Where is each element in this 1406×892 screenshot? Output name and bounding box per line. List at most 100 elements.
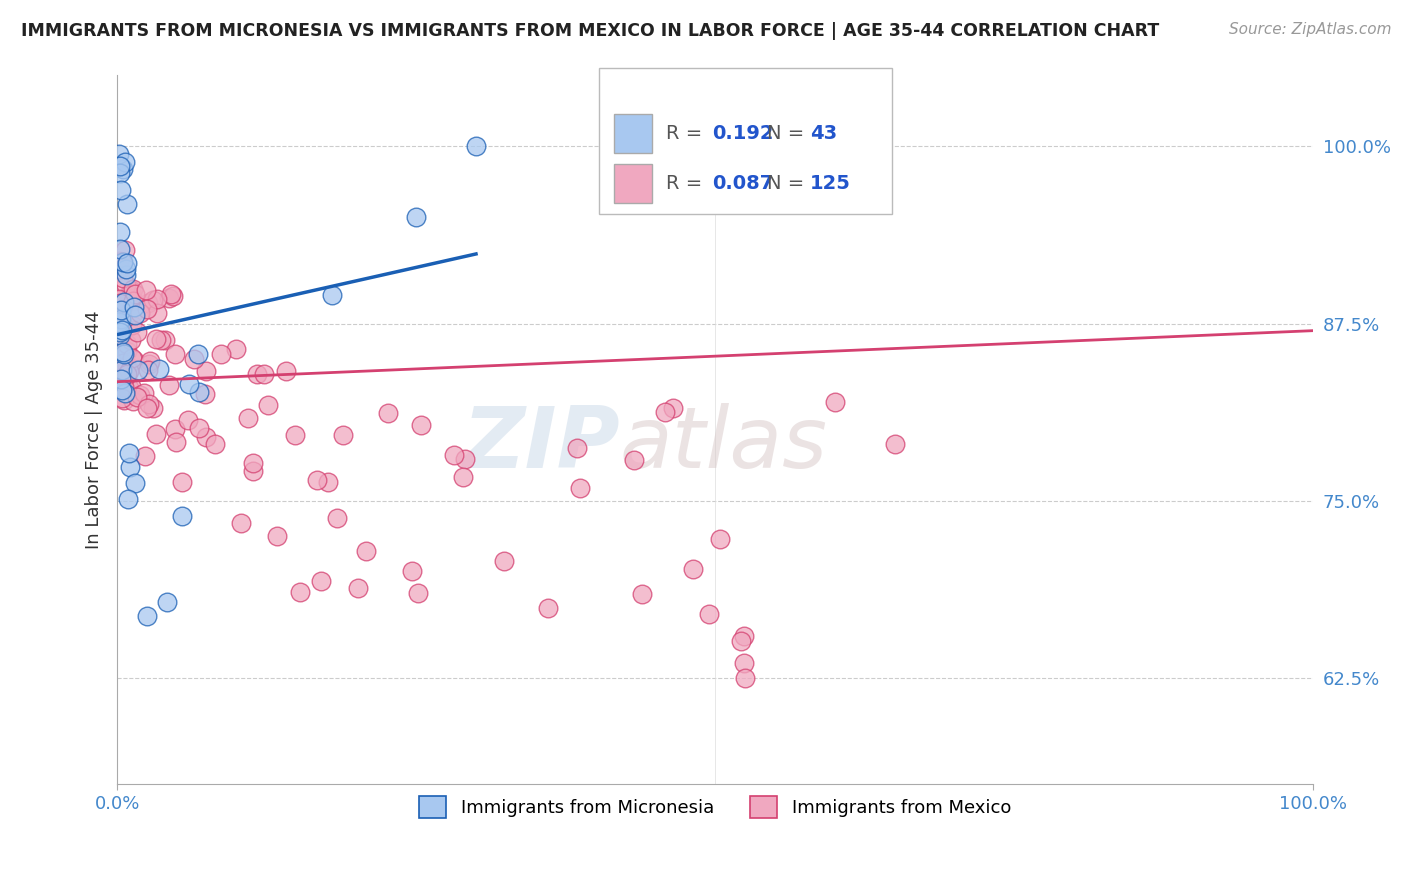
Point: [409, 418, 432, 433]
Point: [110, 316, 132, 330]
Point: [118, 446, 141, 460]
Text: IMMIGRANTS FROM MICRONESIA VS IMMIGRANTS FROM MEXICO IN LABOR FORCE | AGE 35-44 : IMMIGRANTS FROM MICRONESIA VS IMMIGRANTS…: [21, 22, 1160, 40]
Point: [157, 291, 180, 305]
Point: [111, 356, 134, 370]
Point: [117, 367, 139, 381]
Text: R =: R =: [666, 124, 709, 144]
Point: [160, 286, 183, 301]
Point: [187, 384, 209, 399]
Point: [194, 387, 217, 401]
Point: [108, 226, 131, 240]
Point: [209, 347, 232, 361]
Point: [697, 607, 720, 622]
Point: [117, 256, 139, 270]
Point: [114, 385, 136, 400]
Point: [110, 372, 132, 386]
Point: [492, 554, 515, 568]
Point: [135, 401, 157, 416]
Point: [453, 451, 475, 466]
Point: [108, 292, 131, 306]
Point: [114, 278, 136, 293]
Point: [111, 344, 134, 359]
Point: [118, 459, 141, 474]
Point: [229, 516, 252, 531]
Point: [108, 296, 131, 310]
Point: [111, 383, 134, 397]
Point: [127, 363, 149, 377]
Point: [139, 354, 162, 368]
Point: [170, 508, 193, 523]
Point: [136, 363, 159, 377]
Point: [115, 196, 138, 211]
Point: [108, 254, 131, 268]
Point: [824, 394, 846, 409]
Point: [108, 262, 131, 277]
Point: [112, 162, 135, 177]
Text: 43: 43: [810, 124, 837, 144]
Point: [145, 427, 167, 442]
Point: [157, 378, 180, 392]
Point: [108, 326, 131, 340]
Point: [165, 434, 187, 449]
Point: [136, 301, 159, 316]
Point: [110, 309, 132, 323]
Point: [125, 325, 148, 339]
Point: [124, 308, 146, 322]
Point: [135, 283, 157, 297]
Point: [194, 364, 217, 378]
Point: [623, 452, 645, 467]
Point: [246, 367, 269, 381]
Point: [110, 183, 132, 197]
Point: [537, 601, 560, 615]
Point: [146, 292, 169, 306]
Point: [733, 656, 755, 670]
Point: [112, 300, 135, 314]
Point: [128, 388, 150, 402]
Point: [115, 343, 138, 358]
Point: [127, 390, 149, 404]
Point: [111, 323, 134, 337]
Point: [117, 359, 139, 374]
Point: [134, 449, 156, 463]
Point: [883, 437, 905, 451]
Point: [112, 380, 135, 394]
Point: [654, 405, 676, 419]
Point: [112, 369, 135, 384]
Point: [107, 147, 129, 161]
Point: [148, 362, 170, 376]
Point: [118, 381, 141, 395]
Point: [134, 385, 156, 400]
Point: [118, 306, 141, 320]
Point: [121, 351, 143, 365]
Point: [108, 315, 131, 329]
Text: N =: N =: [766, 174, 810, 193]
Point: [204, 437, 226, 451]
Point: [142, 293, 165, 308]
Point: [112, 255, 135, 269]
Point: [236, 410, 259, 425]
Point: [377, 406, 399, 420]
Point: [662, 401, 685, 416]
Point: [110, 391, 132, 405]
Point: [316, 475, 339, 489]
Point: [165, 346, 187, 360]
Point: [149, 333, 172, 347]
Point: [188, 421, 211, 435]
Point: [110, 303, 132, 318]
Point: [108, 242, 131, 256]
Point: [122, 304, 145, 318]
Point: [284, 427, 307, 442]
Point: [120, 333, 142, 347]
Point: [114, 261, 136, 276]
Point: [120, 286, 142, 301]
Point: [115, 369, 138, 384]
Point: [124, 475, 146, 490]
Point: [122, 353, 145, 368]
Text: 125: 125: [810, 174, 851, 193]
Point: [406, 586, 429, 600]
Point: [112, 347, 135, 361]
Point: [110, 363, 132, 377]
Point: [136, 609, 159, 624]
FancyBboxPatch shape: [613, 114, 652, 153]
Point: [153, 333, 176, 347]
